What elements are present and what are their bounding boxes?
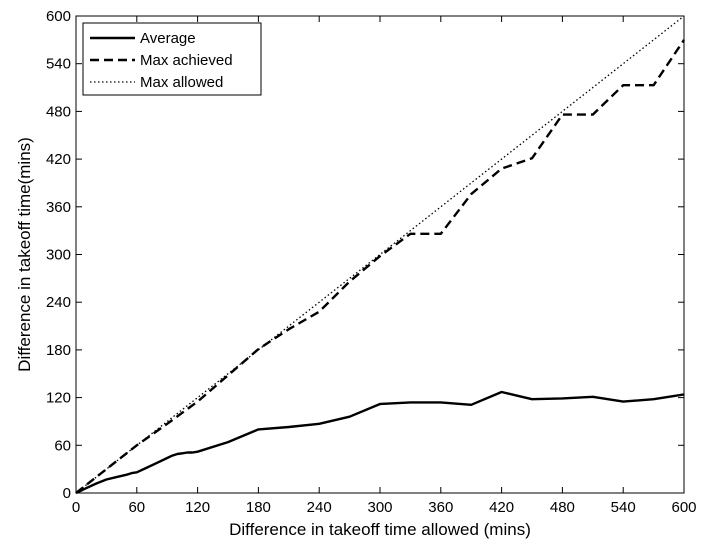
x-tick-label: 360 bbox=[428, 499, 453, 516]
y-tick-label: 300 bbox=[46, 247, 71, 264]
y-tick-label: 60 bbox=[54, 437, 71, 454]
x-tick-label: 480 bbox=[550, 499, 575, 516]
y-tick-label: 480 bbox=[46, 103, 71, 120]
series-layer bbox=[75, 15, 685, 495]
y-tick-label: 0 bbox=[63, 485, 71, 502]
legend-label: Average bbox=[140, 30, 196, 47]
series-line-dotted bbox=[75, 15, 685, 494]
x-tick-label: 0 bbox=[72, 499, 80, 516]
x-tick-label: 120 bbox=[185, 499, 210, 516]
legend-label: Max allowed bbox=[140, 74, 223, 91]
x-axis-label: Difference in takeoff time allowed (mins… bbox=[229, 520, 531, 539]
x-tick-label: 540 bbox=[611, 499, 636, 516]
y-tick-label: 420 bbox=[46, 151, 71, 168]
x-tick-label: 600 bbox=[671, 499, 696, 516]
series-line-solid bbox=[75, 390, 685, 495]
y-axis-label: Difference in takeoff time(mins) bbox=[15, 137, 34, 372]
x-tick-label: 180 bbox=[246, 499, 271, 516]
x-tick-label: 300 bbox=[367, 499, 392, 516]
x-axis-ticks: 0 60 120 180 240 300 360 420 480 540 600 bbox=[72, 16, 697, 516]
legend: Average Max achieved Max allowed bbox=[82, 22, 262, 96]
y-tick-label: 240 bbox=[46, 294, 71, 311]
y-tick-label: 120 bbox=[46, 390, 71, 407]
series-line-dashed bbox=[75, 39, 685, 494]
x-tick-label: 420 bbox=[489, 499, 514, 516]
x-tick-label: 60 bbox=[128, 499, 145, 516]
y-tick-label: 360 bbox=[46, 199, 71, 216]
y-axis-ticks: 0 60 120 180 240 300 360 420 480 540 600 bbox=[46, 8, 684, 502]
y-tick-label: 180 bbox=[46, 342, 71, 359]
legend-label: Max achieved bbox=[140, 52, 233, 69]
x-tick-label: 240 bbox=[307, 499, 332, 516]
y-tick-label: 600 bbox=[46, 8, 71, 25]
y-tick-label: 540 bbox=[46, 56, 71, 73]
